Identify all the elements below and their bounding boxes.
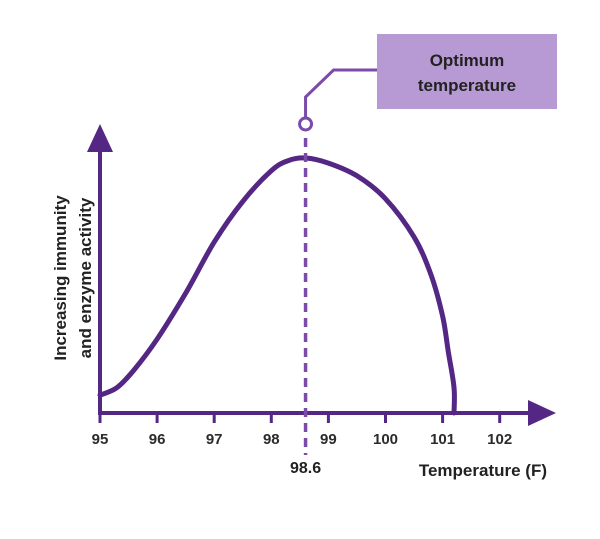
- x-ticks: 95 96 97 98 99 100 101 102: [92, 413, 512, 448]
- y-axis-arrowhead: [87, 124, 113, 152]
- x-tick-label: 102: [487, 431, 512, 448]
- y-axis-title: Increasing immunity and enzyme activity: [51, 195, 95, 361]
- x-tick-label: 101: [430, 431, 455, 448]
- y-axis-title-line-2: and enzyme activity: [76, 197, 95, 358]
- callout-line-2: temperature: [418, 76, 516, 95]
- x-tick-label: 95: [92, 431, 109, 448]
- callout-box: [377, 34, 557, 109]
- callout-line-1: Optimum: [430, 51, 505, 70]
- optimum-value-label: 98.6: [290, 460, 321, 477]
- x-tick-label: 97: [206, 431, 223, 448]
- x-tick-label: 99: [320, 431, 337, 448]
- x-tick-label: 98: [263, 431, 280, 448]
- axes: [87, 124, 556, 426]
- x-axis-arrowhead: [528, 400, 556, 426]
- x-tick-label: 100: [373, 431, 398, 448]
- optimum-marker: [298, 116, 314, 132]
- x-axis-title: Temperature (F): [419, 461, 547, 480]
- y-axis-title-line-1: Increasing immunity: [51, 195, 70, 361]
- x-tick-label: 96: [149, 431, 166, 448]
- callout-connector: [304, 68, 377, 118]
- activity-curve: [97, 155, 457, 416]
